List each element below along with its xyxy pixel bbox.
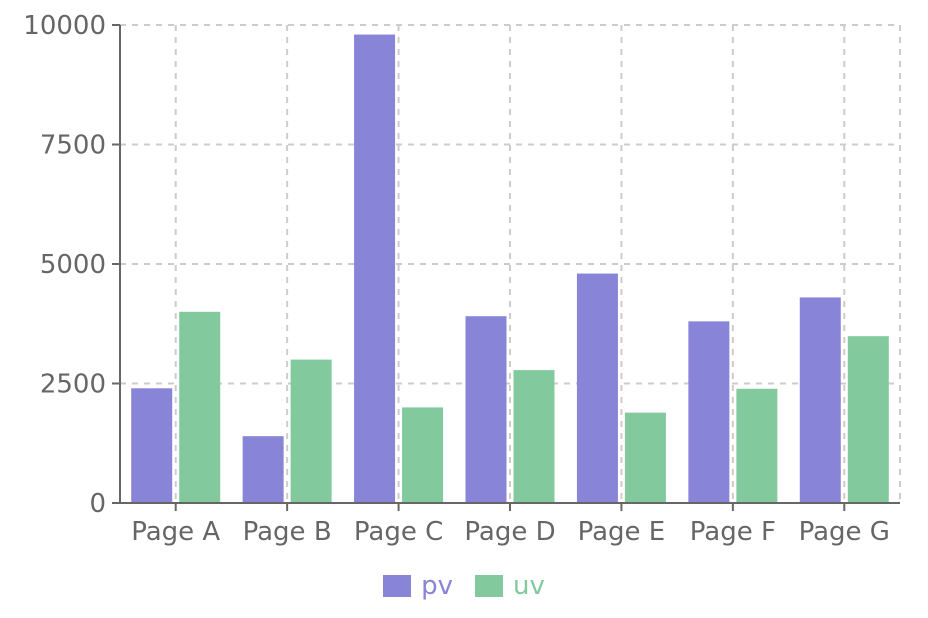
bar-pv-page-a[interactable] xyxy=(131,388,173,503)
y-tick-label: 5000 xyxy=(40,250,106,280)
y-axis-ticks: 0 2500 5000 7500 10000 xyxy=(23,11,120,519)
legend-label-pv: pv xyxy=(421,571,453,601)
x-tick-label: Page E xyxy=(578,517,666,547)
bar-uv-page-c[interactable] xyxy=(402,407,444,503)
y-tick-label: 7500 xyxy=(40,131,106,161)
legend-swatch-uv xyxy=(475,575,503,597)
x-tick-label: Page D xyxy=(464,517,555,547)
bar-uv-page-f[interactable] xyxy=(736,388,778,503)
legend-label-uv: uv xyxy=(513,571,545,601)
bar-pv-page-f[interactable] xyxy=(688,321,730,503)
x-tick-label: Page C xyxy=(354,517,443,547)
y-tick-label: 0 xyxy=(89,489,106,519)
legend-item-uv[interactable]: uv xyxy=(475,571,545,601)
x-tick-label: Page F xyxy=(690,517,776,547)
bar-uv-page-e[interactable] xyxy=(624,412,666,503)
x-tick-label: Page A xyxy=(131,517,220,547)
x-axis-ticks: Page A Page B Page C Page D Page E Page F Page… xyxy=(131,503,890,547)
bar-pv-page-e[interactable] xyxy=(576,273,618,503)
bar-uv-page-d[interactable] xyxy=(513,370,555,503)
grid-lines xyxy=(120,24,901,504)
legend: pv uv xyxy=(0,566,928,606)
bar-pv-page-c[interactable] xyxy=(354,34,396,504)
bar-uv-page-g[interactable] xyxy=(847,336,889,503)
bar-pv-page-b[interactable] xyxy=(242,436,284,503)
x-tick-label: Page B xyxy=(243,517,332,547)
y-tick-label: 10000 xyxy=(23,11,106,41)
bars xyxy=(131,34,889,504)
bar-uv-page-b[interactable] xyxy=(290,359,332,503)
legend-swatch-pv xyxy=(383,575,412,597)
y-tick-label: 2500 xyxy=(40,370,106,400)
bar-uv-page-a[interactable] xyxy=(179,311,221,503)
bar-pv-page-d[interactable] xyxy=(465,316,507,503)
bar-pv-page-g[interactable] xyxy=(799,297,841,503)
legend-item-pv[interactable]: pv xyxy=(383,571,453,601)
x-tick-label: Page G xyxy=(799,517,890,547)
